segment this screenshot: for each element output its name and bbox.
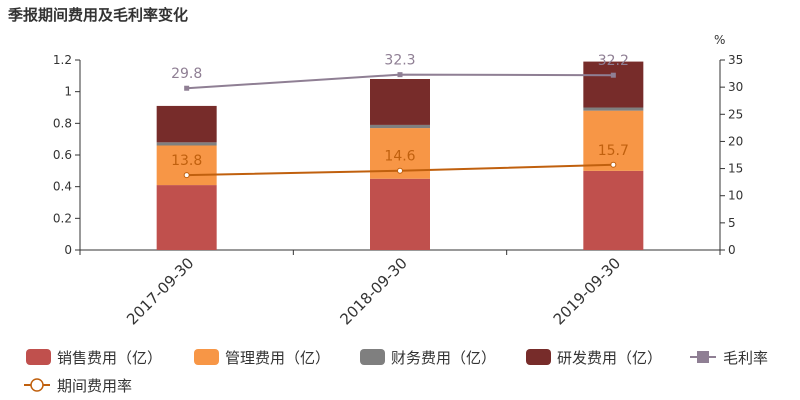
y-right-unit: % — [714, 33, 725, 47]
legend-label: 研发费用（亿） — [557, 349, 662, 367]
data-label: 15.7 — [598, 143, 629, 159]
bar-segment — [370, 124, 430, 129]
y-right-tick-label: 5 — [728, 216, 736, 230]
chart-title: 季报期间费用及毛利率变化 — [8, 6, 189, 24]
y-left-tick-label: 0.4 — [53, 180, 72, 194]
legend-swatch — [26, 349, 51, 365]
y-right-tick-label: 0 — [728, 243, 736, 257]
x-tick-label: 2017-09-30 — [123, 254, 197, 328]
legend-marker — [697, 351, 709, 363]
y-left-tick-label: 0 — [64, 243, 72, 257]
bar-segment — [583, 107, 644, 111]
series-marker — [610, 161, 617, 168]
y-right-tick-label: 15 — [728, 162, 743, 176]
data-label: 14.6 — [384, 149, 415, 165]
y-right-tick-label: 35 — [728, 53, 743, 67]
series-marker — [397, 72, 403, 78]
y-left-tick-label: 1 — [64, 85, 72, 99]
y-left-tick-label: 0.6 — [53, 148, 72, 162]
series-marker — [184, 85, 190, 91]
bar-segment — [583, 170, 644, 250]
legend-label: 期间费用率 — [57, 377, 132, 395]
legend-marker — [30, 378, 44, 392]
y-left-tick-label: 0.2 — [53, 211, 72, 225]
y-right-tick-label: 30 — [728, 80, 743, 94]
bar-segment — [370, 178, 430, 250]
series-marker — [397, 167, 403, 174]
legend-label: 财务费用（亿） — [391, 349, 496, 367]
legend-swatch — [194, 349, 219, 365]
data-label: 13.8 — [171, 153, 202, 169]
y-left-tick-label: 0.8 — [53, 116, 72, 130]
y-right-tick-label: 10 — [728, 189, 743, 203]
x-tick-label: 2019-09-30 — [550, 254, 624, 328]
bar-segment — [156, 145, 217, 186]
legend-swatch — [526, 349, 551, 365]
bar-segment — [370, 79, 430, 125]
bar-segment — [156, 105, 217, 143]
data-label: 32.2 — [598, 53, 629, 69]
bar-segment — [156, 185, 217, 250]
y-left-tick-label: 1.2 — [53, 53, 72, 67]
bar-segment — [583, 61, 644, 108]
legend-label: 毛利率 — [723, 349, 768, 367]
y-right-tick-label: 25 — [728, 107, 743, 121]
data-label: 29.8 — [171, 66, 202, 82]
legend-label: 管理费用（亿） — [225, 349, 330, 367]
bar-segment — [156, 142, 217, 146]
bar-segment — [583, 110, 644, 171]
legend-swatch — [360, 349, 385, 365]
legend-label: 销售费用（亿） — [57, 349, 162, 367]
series-marker — [183, 172, 190, 179]
data-label: 32.3 — [384, 53, 415, 69]
y-right-tick-label: 20 — [728, 134, 743, 148]
x-tick-label: 2018-09-30 — [336, 254, 410, 328]
series-marker — [610, 72, 616, 78]
